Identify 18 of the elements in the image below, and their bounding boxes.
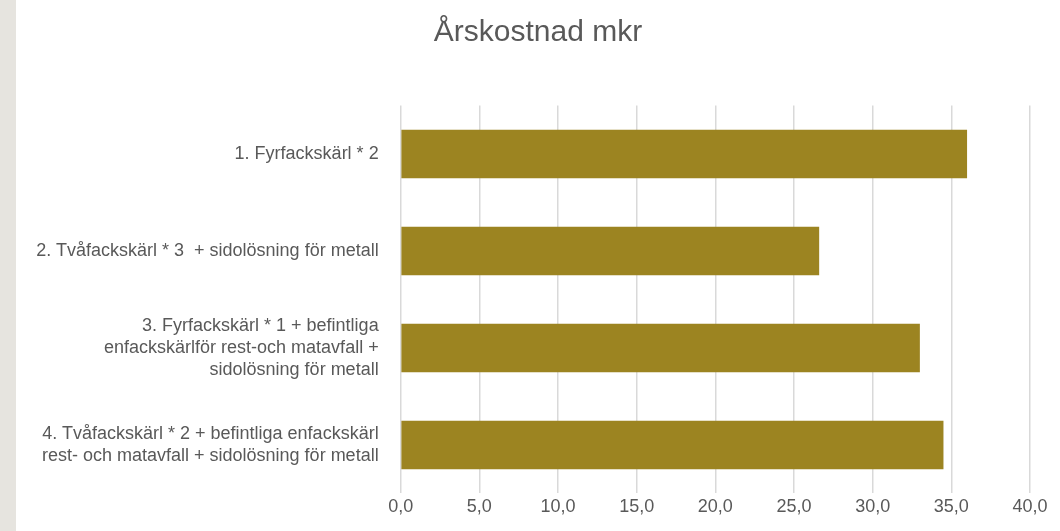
bar: [401, 226, 820, 276]
x-tick-label: 10,0: [540, 496, 576, 517]
x-tick-label: 30,0: [855, 496, 891, 517]
x-tick-label: 15,0: [619, 496, 655, 517]
x-tick-label: 35,0: [933, 496, 969, 517]
y-tick-label: 4. Tvåfackskärl * 2 + befintliga enfackskärl rest- och matavfall + sidolösning för metall: [41, 423, 379, 465]
bar: [401, 420, 944, 470]
y-tick-label: 3. Fyrfackskärl * 1 + befintliga enfackskärlför rest-och matavfall + sidolösning för metall: [104, 315, 380, 379]
x-tick-label: 25,0: [776, 496, 812, 517]
bar: [401, 129, 968, 179]
y-tick-label: 2. Tvåfackskärl * 3 + sidolösning för metall: [36, 239, 379, 260]
x-tick-label: 0,0: [388, 496, 414, 517]
x-tick-label: 40,0: [1012, 496, 1048, 517]
y-tick-label: 1. Fyrfackskärl * 2: [234, 143, 379, 164]
bar: [401, 323, 920, 373]
chart-title: Årskostnad mkr: [432, 14, 644, 48]
x-tick-label: 5,0: [466, 496, 492, 517]
x-tick-label: 20,0: [697, 496, 733, 517]
